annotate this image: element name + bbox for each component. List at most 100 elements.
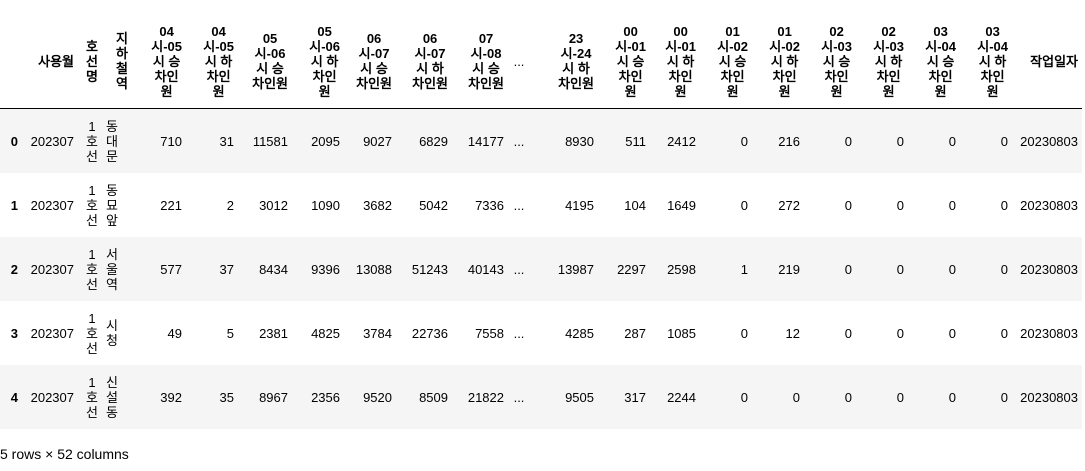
cell-value: 9027 xyxy=(363,133,392,149)
cell-value: 0 xyxy=(740,389,748,405)
column-header: 04 시-05 시 하 차인 원 xyxy=(186,14,238,109)
cell-value: 7336 xyxy=(475,197,504,213)
cell-value: 216 xyxy=(778,133,800,149)
cell-value: 7558 xyxy=(475,325,504,341)
column-header-label: 03 시-04 시 승 차인 원 xyxy=(925,23,956,99)
cell-date: 20230803 xyxy=(1020,389,1078,405)
cell-value: 0 xyxy=(896,197,904,213)
cell-month: 202307 xyxy=(30,389,74,405)
cell-value: 317 xyxy=(624,389,646,405)
column-header: ... xyxy=(508,14,530,109)
cell-month: 202307 xyxy=(30,197,74,213)
column-header: 06 시-07 시 하 차인원 xyxy=(396,14,452,109)
cell-value: 392 xyxy=(160,389,182,405)
cell-value: 0 xyxy=(896,389,904,405)
row-column-count: 5 rows × 52 columns xyxy=(0,446,129,462)
cell-value: 221 xyxy=(160,197,182,213)
cell-value: 710 xyxy=(160,133,182,149)
cell-value: 104 xyxy=(624,197,646,213)
cell-date: 20230803 xyxy=(1020,133,1078,149)
column-header-label: 03 시-04 시 하 차인 원 xyxy=(977,23,1008,99)
cell-value: 2598 xyxy=(667,261,696,277)
column-header: 03 시-04 시 하 차인 원 xyxy=(960,14,1012,109)
cell-value: 1649 xyxy=(667,197,696,213)
dataframe-table: 사용월 호 선 명 지 하 철 역 04 시-05 시 승 차인 원 04 시-05 시 하 차인 원 05 시-06… xyxy=(0,14,1082,429)
table-row: 3 202307 1 호 선 시 청 49 5 2381 4825 3784 22736 7558... 4… xyxy=(0,301,1082,365)
column-header: 02 시-03 시 하 차인 원 xyxy=(856,14,908,109)
cell-value: 272 xyxy=(778,197,800,213)
row-index: 2 xyxy=(10,261,18,277)
cell-date: 20230803 xyxy=(1020,261,1078,277)
column-header-label: 02 시-03 시 승 차인 원 xyxy=(821,23,852,99)
column-header: 01 시-02 시 하 차인 원 xyxy=(752,14,804,109)
cell-value: 0 xyxy=(740,133,748,149)
cell-value: 9505 xyxy=(565,389,594,405)
cell-value: ... xyxy=(513,261,525,277)
column-header: 사용월 xyxy=(22,14,78,109)
cell-value: 0 xyxy=(948,197,956,213)
column-header-label: 07 시-08 시 승 차인원 xyxy=(468,31,504,91)
cell-value: 1090 xyxy=(311,197,340,213)
column-header-label: 01 시-02 시 승 차인 원 xyxy=(717,23,748,99)
cell-value: 2412 xyxy=(667,133,696,149)
cell-value: 0 xyxy=(844,325,852,341)
cell-value: 40143 xyxy=(467,261,504,277)
row-index: 3 xyxy=(10,325,18,341)
cell-value: 0 xyxy=(896,325,904,341)
cell-value: 13987 xyxy=(557,261,594,277)
cell-value: 8509 xyxy=(419,389,448,405)
cell-value: 0 xyxy=(792,389,800,405)
column-header-label: 23 시-24 시 하 차인원 xyxy=(558,31,594,91)
cell-value: 9396 xyxy=(311,261,340,277)
column-header: 00 시-01 시 하 차인 원 xyxy=(650,14,700,109)
column-header: 07 시-08 시 승 차인원 xyxy=(452,14,508,109)
cell-date: 20230803 xyxy=(1020,325,1078,341)
cell-month: 202307 xyxy=(30,133,74,149)
cell-value: 219 xyxy=(778,261,800,277)
cell-value: 0 xyxy=(896,261,904,277)
cell-value: 22736 xyxy=(411,325,448,341)
column-header-label: 00 시-01 시 승 차인 원 xyxy=(615,23,646,99)
row-index: 0 xyxy=(10,133,18,149)
cell-value: 0 xyxy=(740,197,748,213)
column-header-label: 02 시-03 시 하 차인 원 xyxy=(873,23,904,99)
cell-value: 577 xyxy=(160,261,182,277)
column-header: 04 시-05 시 승 차인 원 xyxy=(132,14,186,109)
column-header: 작업일자 xyxy=(1012,14,1082,109)
column-header: 01 시-02 시 승 차인 원 xyxy=(700,14,752,109)
cell-value: 287 xyxy=(624,325,646,341)
column-header-label: ... xyxy=(513,53,525,69)
cell-value: 11581 xyxy=(252,133,288,149)
cell-value: 8434 xyxy=(259,261,288,277)
column-header-label: 00 시-01 시 하 차인 원 xyxy=(665,23,696,99)
cell-value: 8930 xyxy=(565,133,594,149)
cell-month: 202307 xyxy=(30,261,74,277)
column-header: 02 시-03 시 승 차인 원 xyxy=(804,14,856,109)
cell-value: 8967 xyxy=(259,389,288,405)
table-header: 사용월 호 선 명 지 하 철 역 04 시-05 시 승 차인 원 04 시-05 시 하 차인 원 05 시-06… xyxy=(0,14,1082,109)
cell-value: 0 xyxy=(844,197,852,213)
cell-value: 0 xyxy=(948,389,956,405)
cell-value: 12 xyxy=(785,325,800,341)
cell-value: 0 xyxy=(844,133,852,149)
cell-value: 0 xyxy=(740,325,748,341)
cell-value: 0 xyxy=(948,325,956,341)
cell-value: 1 xyxy=(740,261,748,277)
cell-value: 0 xyxy=(1000,389,1008,405)
cell-value: 31 xyxy=(219,133,234,149)
